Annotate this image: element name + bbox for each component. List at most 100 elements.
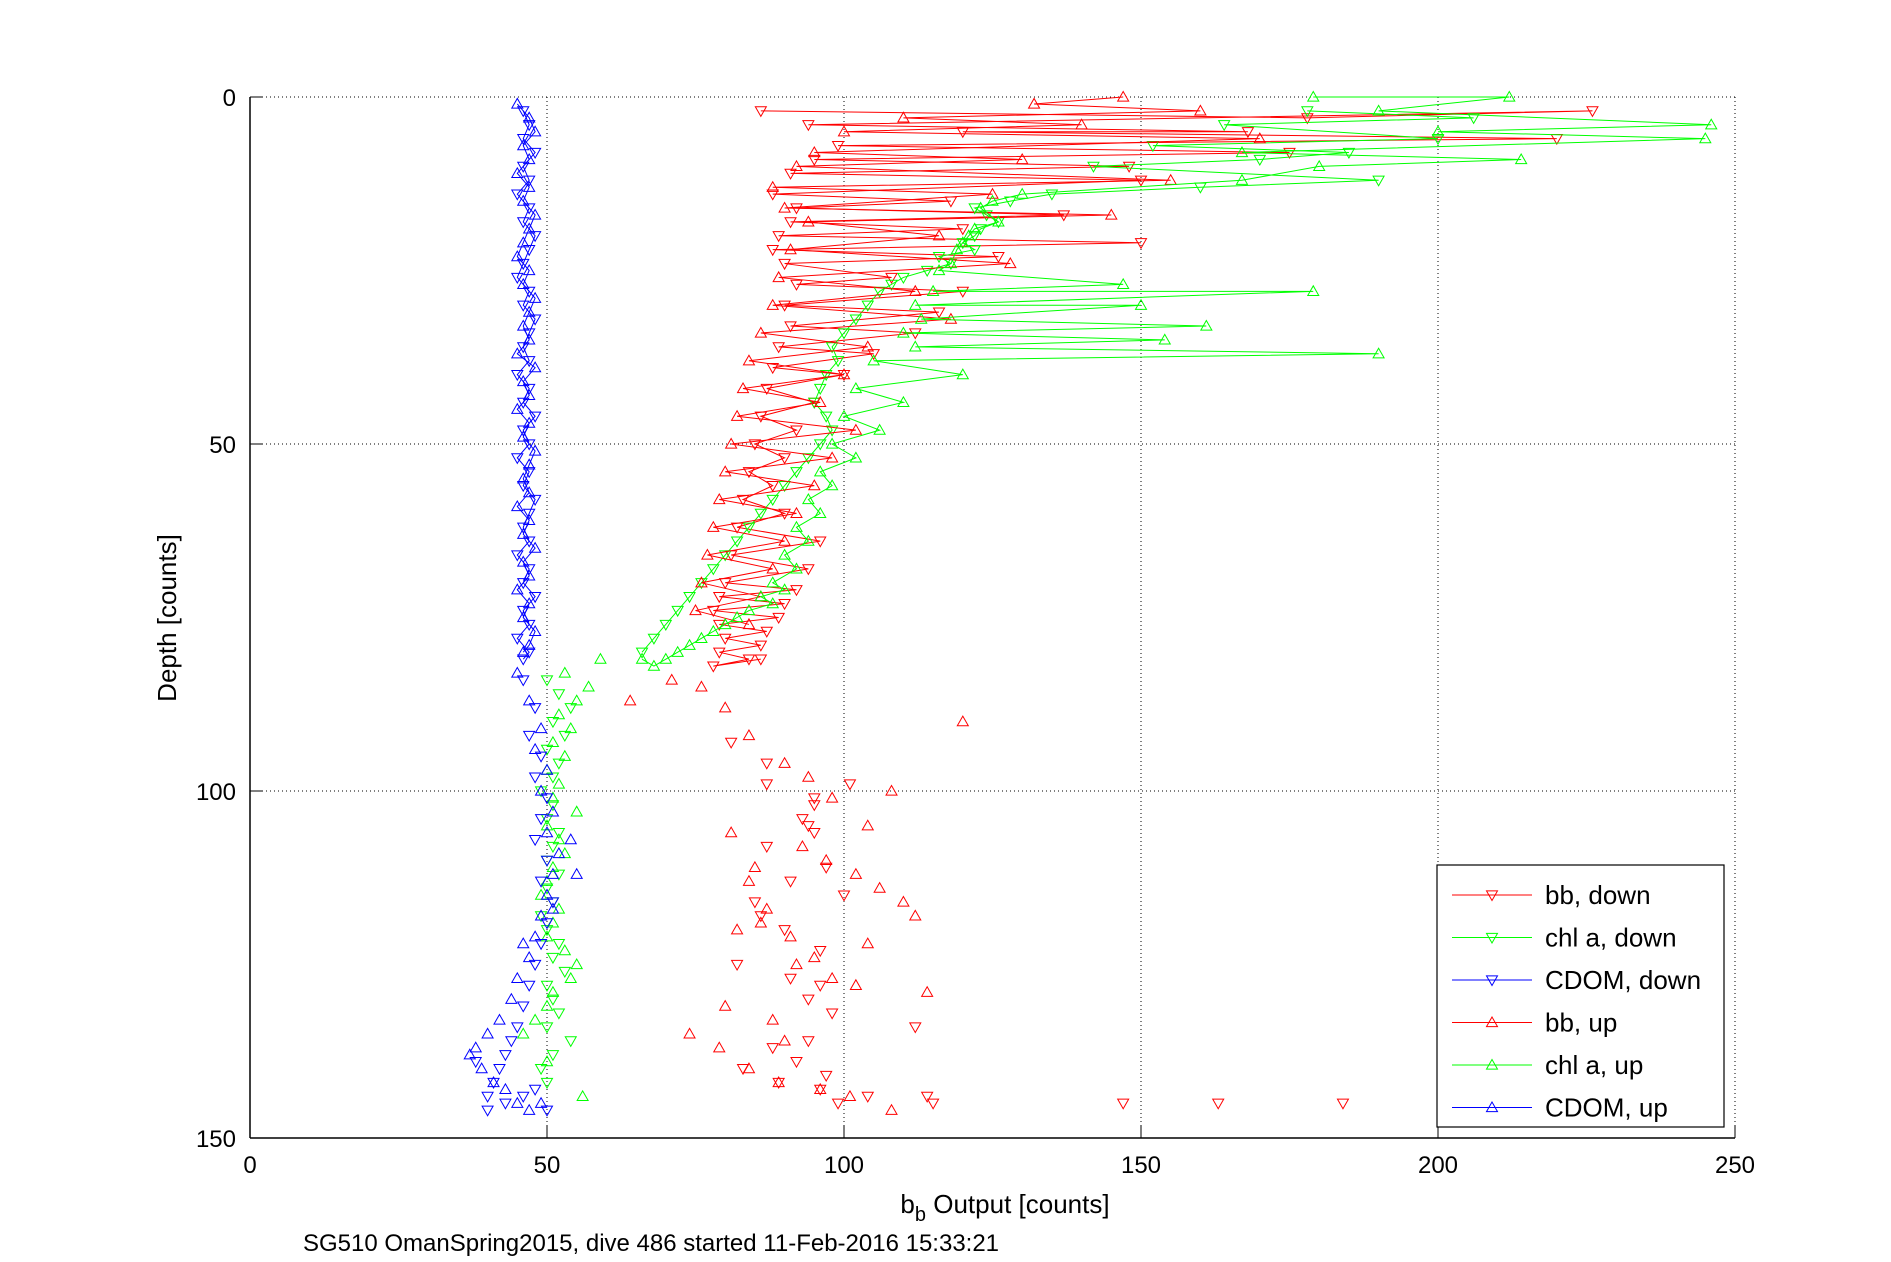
- data-point: [1134, 238, 1148, 250]
- data-point: [469, 1057, 483, 1069]
- data-point: [784, 930, 797, 942]
- data-point: [522, 980, 536, 992]
- data-point: [932, 251, 946, 264]
- data-point: [516, 675, 530, 687]
- data-point: [469, 1041, 483, 1053]
- data-point: [540, 1055, 554, 1067]
- x-tick-label: 0: [243, 1152, 256, 1179]
- data-point: [742, 728, 756, 741]
- data-point: [1199, 319, 1213, 331]
- data-point: [706, 520, 720, 532]
- data-point: [564, 833, 578, 845]
- data-point: [546, 897, 560, 909]
- data-point: [528, 125, 542, 137]
- data-point: [742, 604, 756, 616]
- data-point: [516, 194, 530, 206]
- data-point: [552, 828, 566, 840]
- data-point: [522, 1103, 536, 1115]
- data-point: [807, 146, 821, 158]
- data-point: [986, 194, 999, 206]
- data-point: [522, 111, 536, 123]
- data-point: [534, 909, 548, 921]
- data-point: [819, 853, 833, 866]
- data-point: [908, 340, 922, 352]
- data-point: [813, 439, 827, 451]
- axes: 0 50 100 150 200 250 0 50 100 150: [196, 85, 1755, 1179]
- data-point: [522, 597, 536, 609]
- data-point: [790, 467, 803, 479]
- grid-lines: [250, 96, 1736, 1138]
- data-point: [813, 945, 827, 958]
- data-point: [1698, 132, 1712, 144]
- data-point: [522, 730, 536, 742]
- data-point: [825, 479, 839, 491]
- data-point: [908, 1022, 922, 1034]
- data-point: [1134, 298, 1148, 310]
- data-point: [540, 1022, 554, 1034]
- data-point: [718, 633, 732, 645]
- data-point: [718, 701, 732, 713]
- data-point: [784, 876, 797, 888]
- data-point: [510, 250, 524, 262]
- data-point: [499, 1082, 512, 1095]
- data-point: [1431, 125, 1445, 137]
- data-point: [510, 166, 524, 178]
- data-point: [659, 652, 673, 664]
- data-point: [499, 1050, 512, 1062]
- data-point: [897, 395, 910, 407]
- data-point: [760, 383, 774, 395]
- data-point: [760, 902, 774, 914]
- data-point: [956, 286, 970, 298]
- data-point: [1116, 277, 1130, 290]
- data-point: [683, 638, 696, 650]
- data-point: [813, 1082, 827, 1095]
- data-point: [825, 451, 839, 463]
- data-point: [807, 951, 821, 963]
- data-point: [885, 784, 898, 796]
- data-point: [540, 883, 554, 895]
- data-point: [790, 520, 803, 532]
- series-chl-a-up: [635, 90, 1718, 671]
- data-point: [1075, 118, 1088, 130]
- data-point: [534, 939, 548, 951]
- data-point: [552, 846, 566, 859]
- data-point: [807, 479, 821, 491]
- data-point: [1087, 161, 1100, 173]
- data-point: [528, 361, 542, 373]
- data-point: [807, 828, 821, 840]
- data-point: [552, 708, 566, 720]
- data-point: [546, 902, 560, 914]
- data-point: [778, 201, 791, 213]
- data-point: [778, 583, 791, 595]
- legend-marker: [1485, 1058, 1499, 1070]
- data-point: [570, 867, 584, 879]
- series-bb-up: [689, 90, 1267, 630]
- legend-marker: [1485, 1015, 1499, 1028]
- x-tick-label: 100: [824, 1152, 864, 1179]
- scatter-bb-up-deep: [623, 673, 970, 1115]
- data-point: [1502, 90, 1516, 102]
- data-point: [516, 277, 530, 290]
- data-point: [819, 411, 833, 423]
- data-point: [801, 493, 815, 505]
- data-point: [760, 758, 774, 770]
- data-point: [920, 985, 934, 997]
- data-point: [1312, 159, 1326, 172]
- data-point: [807, 800, 821, 812]
- data-point: [528, 624, 542, 637]
- data-point: [962, 229, 976, 241]
- data-point: [546, 805, 560, 817]
- data-point: [772, 270, 786, 283]
- data-point: [1116, 90, 1130, 102]
- data-point: [837, 890, 851, 902]
- data-point: [528, 834, 542, 847]
- data-point: [671, 605, 685, 618]
- data-point: [516, 1091, 530, 1103]
- data-point: [552, 833, 566, 845]
- data-point: [1116, 1098, 1130, 1110]
- data-point: [522, 222, 536, 234]
- data-point: [582, 680, 595, 692]
- legend-item: chl a, up: [1452, 1050, 1643, 1080]
- data-point: [766, 298, 780, 310]
- data-point: [493, 1013, 506, 1025]
